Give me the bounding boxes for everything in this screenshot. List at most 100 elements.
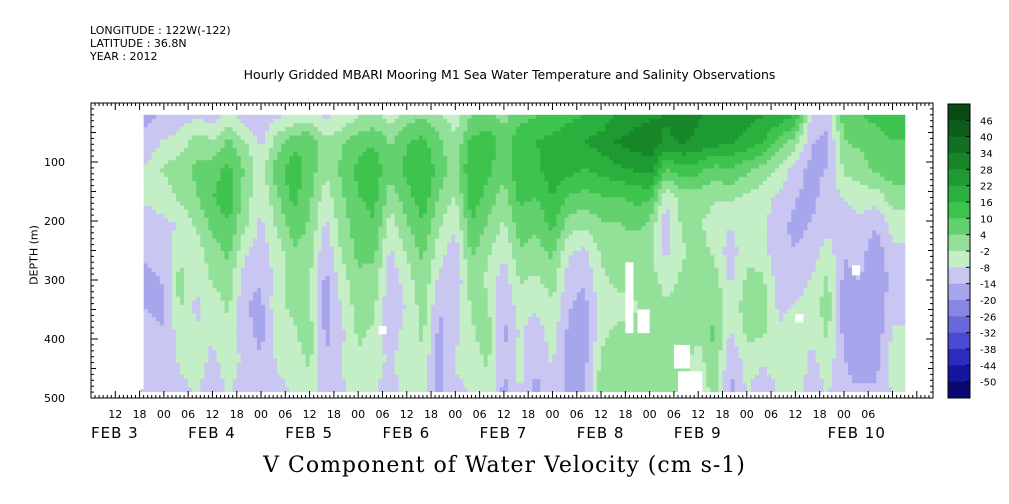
heatmap-cell	[406, 255, 412, 260]
heatmap-cell	[394, 354, 400, 360]
heatmap-cell	[333, 213, 339, 219]
heatmap-cell	[346, 321, 351, 327]
heatmap-cell	[143, 135, 149, 141]
heatmap-cell	[248, 193, 254, 198]
heatmap-cell	[151, 337, 157, 343]
heatmap-cell	[402, 168, 408, 174]
heatmap-cell	[196, 135, 201, 141]
heatmap-cell	[252, 238, 258, 244]
heatmap-cell	[410, 164, 416, 170]
heatmap-cell	[325, 304, 331, 310]
heatmap-cell	[418, 218, 424, 223]
heatmap-cell	[301, 168, 307, 174]
heatmap-cell	[422, 222, 428, 227]
heatmap-cell	[305, 189, 311, 194]
heatmap-cell	[176, 127, 181, 132]
heatmap-cell	[176, 143, 181, 149]
heatmap-cell	[422, 226, 428, 232]
heatmap-cell	[293, 238, 299, 244]
heatmap-cell	[297, 333, 303, 339]
heatmap-cell	[147, 263, 153, 269]
heatmap-cell	[277, 358, 282, 364]
heatmap-cell	[309, 139, 315, 145]
heatmap-cell	[354, 317, 359, 322]
heatmap-cell	[147, 288, 153, 293]
heatmap-cell	[301, 114, 307, 120]
heatmap-cell	[366, 350, 371, 355]
heatmap-cell	[418, 321, 424, 327]
heatmap-cell	[337, 160, 343, 165]
heatmap-cell	[358, 127, 363, 132]
heatmap-cell	[431, 346, 436, 351]
heatmap-cell	[362, 280, 367, 285]
heatmap-cell	[212, 226, 218, 232]
heatmap-cell	[350, 358, 355, 364]
heatmap-cell	[147, 275, 153, 281]
heatmap-cell	[325, 374, 331, 380]
heatmap-cell	[143, 160, 149, 165]
heatmap-cell	[293, 337, 299, 343]
heatmap-cell	[394, 213, 400, 219]
heatmap-cell	[414, 255, 420, 260]
heatmap-cell	[406, 267, 412, 273]
heatmap-cell	[341, 333, 347, 339]
heatmap-cell	[216, 201, 222, 207]
heatmap-cell	[394, 362, 400, 368]
heatmap-cell	[200, 230, 205, 236]
heatmap-cell	[171, 362, 177, 368]
heatmap-cell	[346, 379, 351, 384]
heatmap-cell	[378, 172, 384, 178]
heatmap-cell	[143, 288, 149, 293]
heatmap-cell	[204, 160, 209, 165]
heatmap-cell	[382, 304, 388, 310]
heatmap-cell	[228, 259, 234, 265]
heatmap-cell	[346, 139, 351, 145]
heatmap-cell	[200, 238, 205, 244]
heatmap-cell	[192, 317, 197, 322]
heatmap-cell	[208, 143, 214, 149]
heatmap-cell	[358, 246, 363, 252]
heatmap-cell	[261, 387, 266, 393]
heatmap-cell	[293, 317, 299, 322]
heatmap-cell	[220, 114, 226, 120]
heatmap-cell	[188, 218, 193, 223]
heatmap-cell	[212, 337, 218, 343]
heatmap-cell	[277, 189, 282, 194]
heatmap-cell	[305, 284, 311, 289]
heatmap-cell	[228, 370, 234, 376]
heatmap-cell	[171, 168, 177, 174]
heatmap-cell	[256, 189, 262, 194]
heatmap-cell	[171, 205, 177, 211]
heatmap-cell	[155, 205, 161, 211]
heatmap-cell	[325, 168, 331, 174]
heatmap-cell	[184, 201, 189, 207]
heatmap-cell	[167, 213, 173, 219]
heatmap-cell	[289, 222, 295, 227]
heatmap-cell	[151, 197, 157, 203]
heatmap-cell	[188, 341, 193, 347]
heatmap-cell	[362, 201, 367, 207]
heatmap-cell	[431, 387, 436, 393]
heatmap-cell	[252, 193, 258, 198]
heatmap-cell	[220, 308, 226, 314]
heatmap-cell	[337, 234, 343, 240]
heatmap-cell	[354, 374, 359, 380]
heatmap-cell	[208, 317, 214, 322]
heatmap-cell	[301, 251, 307, 256]
heatmap-cell	[431, 242, 436, 248]
heatmap-cell	[180, 280, 185, 285]
heatmap-cell	[366, 296, 371, 302]
heatmap-cell	[236, 271, 242, 277]
heatmap-cell	[329, 321, 335, 327]
heatmap-cell	[159, 164, 165, 170]
heatmap-cell	[244, 354, 250, 360]
heatmap-cell	[422, 131, 428, 137]
heatmap-cell	[313, 185, 319, 190]
heatmap-cell	[188, 176, 193, 182]
heatmap-cell	[252, 127, 258, 132]
heatmap-cell	[313, 387, 319, 393]
heatmap-cell	[309, 313, 315, 318]
heatmap-cell	[285, 185, 290, 190]
heatmap-cell	[346, 259, 351, 265]
heatmap-cell	[289, 143, 295, 149]
